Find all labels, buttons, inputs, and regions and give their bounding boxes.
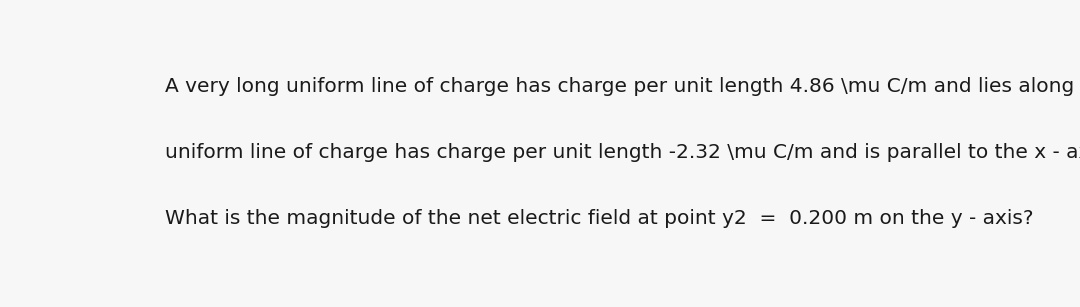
Text: uniform line of charge has charge per unit length -2.32 \mu C/m and is parallel : uniform line of charge has charge per un… <box>165 143 1080 162</box>
Text: What is the magnitude of the net electric field at point y2  =  0.200 m on the y: What is the magnitude of the net electri… <box>165 209 1034 228</box>
Text: A very long uniform line of charge has charge per unit length 4.86 \mu C/m and l: A very long uniform line of charge has c… <box>165 77 1080 96</box>
